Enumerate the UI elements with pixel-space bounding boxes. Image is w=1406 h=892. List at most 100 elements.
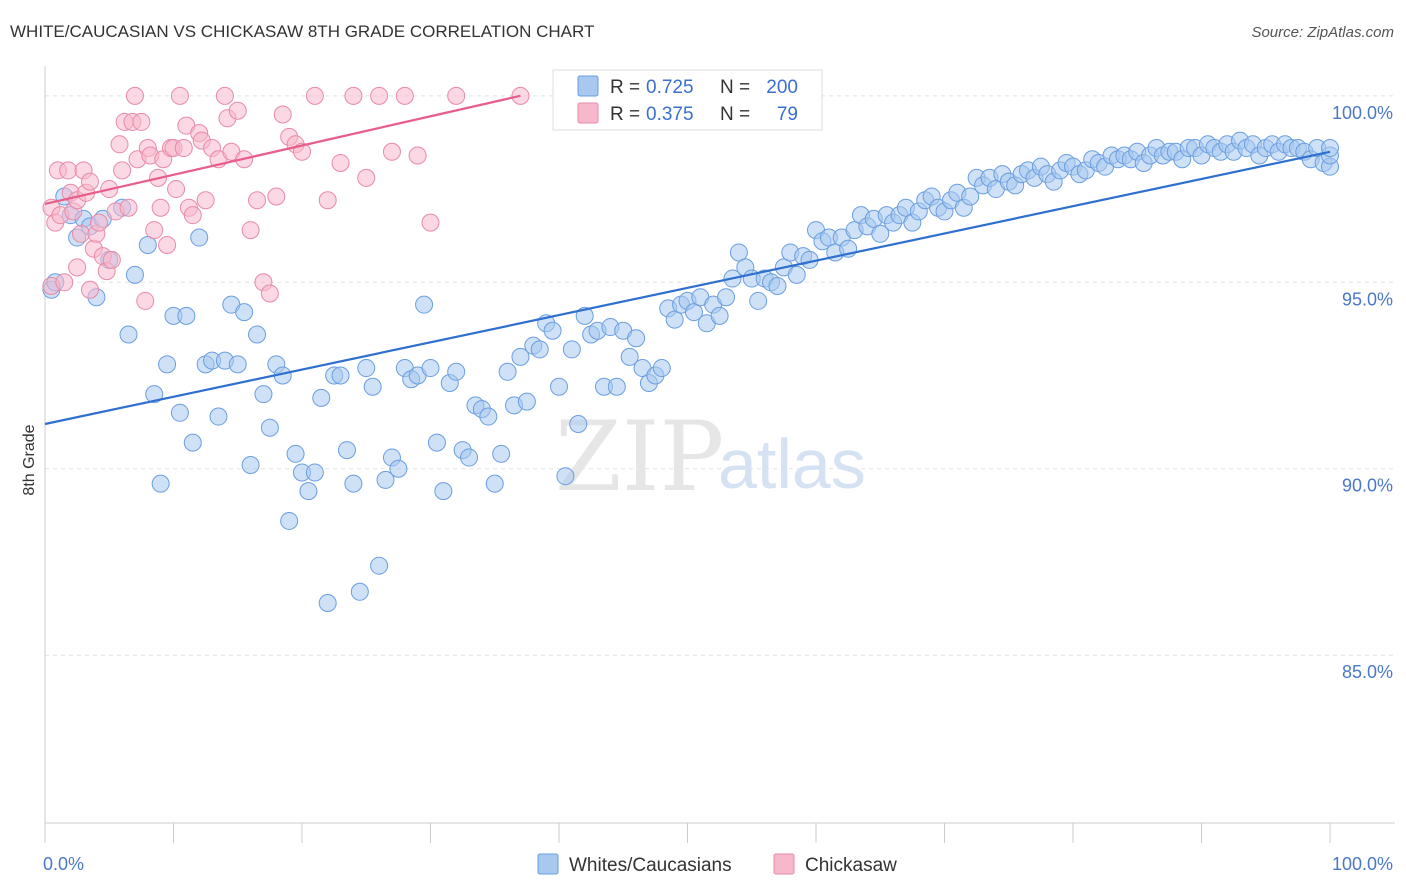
data-point xyxy=(363,377,382,396)
data-point xyxy=(749,291,768,310)
data-point xyxy=(421,213,440,232)
data-point xyxy=(370,556,389,575)
data-point xyxy=(167,180,186,199)
y-tick-label: 100.0% xyxy=(1332,103,1393,123)
watermark: ZIP atlas xyxy=(555,401,866,513)
data-point xyxy=(331,153,350,172)
legend-n-value: 79 xyxy=(777,104,798,125)
data-point xyxy=(248,325,267,344)
data-point xyxy=(607,377,626,396)
data-point xyxy=(710,306,729,325)
data-point xyxy=(485,474,504,493)
data-point xyxy=(447,362,466,381)
x-tick-label: 100.0% xyxy=(1332,854,1393,874)
data-point xyxy=(318,191,337,210)
series-whites-caucasians xyxy=(42,131,1339,612)
data-point xyxy=(331,366,350,385)
data-point xyxy=(196,191,215,210)
y-axis-label: 8th Grade xyxy=(21,424,38,495)
grid-lines xyxy=(45,95,1395,656)
data-point xyxy=(665,310,684,329)
data-point xyxy=(158,235,177,254)
data-point xyxy=(421,359,440,378)
data-point xyxy=(434,482,453,501)
data-point xyxy=(241,456,260,475)
data-point xyxy=(376,470,395,489)
data-point xyxy=(248,191,267,210)
data-point xyxy=(132,112,151,131)
data-point xyxy=(228,355,247,374)
data-point xyxy=(370,86,389,105)
data-point xyxy=(138,235,157,254)
data-point xyxy=(209,407,228,426)
data-point xyxy=(71,224,90,243)
data-point xyxy=(145,221,164,240)
legend-n-value: 200 xyxy=(766,77,798,98)
data-point xyxy=(961,187,980,206)
data-point xyxy=(871,224,890,243)
data-point xyxy=(273,105,292,124)
chart-title: WHITE/CAUCASIAN VS CHICKASAW 8TH GRADE C… xyxy=(10,22,595,41)
data-point xyxy=(174,139,193,158)
legend-n-label: N = xyxy=(720,104,750,125)
data-point xyxy=(241,221,260,240)
data-point xyxy=(113,161,132,180)
chart-source: Source: ZipAtlas.com xyxy=(1251,24,1394,41)
data-point xyxy=(556,467,575,486)
data-point xyxy=(80,172,99,191)
y-tick-label: 90.0% xyxy=(1342,476,1393,496)
data-point xyxy=(89,213,108,232)
data-point xyxy=(408,146,427,165)
data-point xyxy=(312,388,331,407)
data-point xyxy=(170,86,189,105)
data-point xyxy=(389,459,408,478)
data-point xyxy=(415,295,434,314)
trend-line xyxy=(44,94,521,206)
data-point xyxy=(305,463,324,482)
data-point xyxy=(318,593,337,612)
data-point xyxy=(511,347,530,366)
data-point xyxy=(110,135,129,154)
data-point xyxy=(543,321,562,340)
legend-top: R = 0.725 N = 200 R = 0.375 N = 79 xyxy=(552,69,823,131)
data-point xyxy=(550,377,568,396)
legend-r-label: R = xyxy=(610,104,640,125)
data-point xyxy=(382,142,401,161)
data-point xyxy=(280,511,299,530)
trend-lines xyxy=(44,94,1331,426)
data-point xyxy=(59,161,78,180)
data-point xyxy=(151,198,170,217)
data-point xyxy=(492,444,511,463)
data-point xyxy=(68,258,87,277)
watermark-atlas: atlas xyxy=(718,425,866,503)
tick-labels: 100.0% 95.0% 90.0% 85.0% 0.0% 100.0% xyxy=(43,103,1393,874)
data-point xyxy=(286,444,305,463)
data-point xyxy=(530,340,549,359)
trend-line xyxy=(44,150,1331,426)
data-point xyxy=(183,206,202,225)
data-point xyxy=(215,86,234,105)
data-point xyxy=(337,441,356,460)
legend-swatch xyxy=(537,853,559,875)
legend-label: Chickasaw xyxy=(805,855,897,876)
data-point xyxy=(260,418,279,437)
data-points xyxy=(42,86,1339,612)
data-point xyxy=(177,306,196,325)
data-point xyxy=(254,385,273,404)
data-point xyxy=(151,474,170,493)
legend-n-label: N = xyxy=(720,77,750,98)
legend-label: Whites/Caucasians xyxy=(569,855,732,876)
data-point xyxy=(55,273,74,292)
data-point xyxy=(235,303,254,322)
data-point xyxy=(145,385,164,404)
data-point xyxy=(80,280,99,299)
data-point xyxy=(344,86,363,105)
data-point xyxy=(652,359,671,378)
data-point xyxy=(498,362,517,381)
data-point xyxy=(305,86,324,105)
data-point xyxy=(620,347,639,366)
data-point xyxy=(299,482,318,501)
legend-swatch xyxy=(577,75,599,97)
data-point xyxy=(569,414,588,433)
data-point xyxy=(447,86,466,105)
